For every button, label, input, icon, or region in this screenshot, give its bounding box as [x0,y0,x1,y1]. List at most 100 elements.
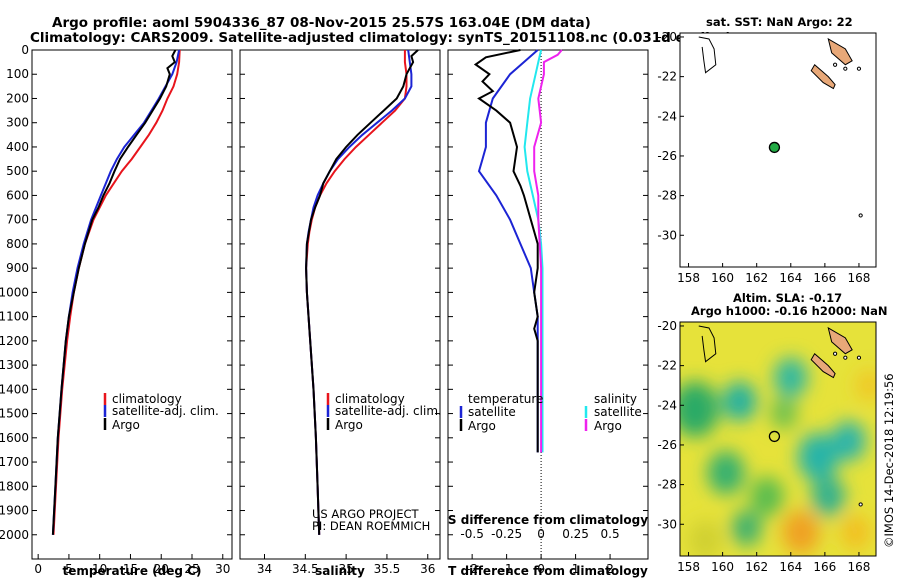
sla-anomaly-blob [688,520,723,556]
island [832,351,838,356]
series-line-argo [51,49,177,535]
y-tick-label: 1300 [0,358,29,372]
x-tick-label: 10 [92,562,107,576]
sla-anomaly-blob [831,420,866,461]
y-tick-label: 500 [6,164,29,178]
x-tick-label: 168 [848,271,871,285]
x-tick-label: 0 [537,562,545,576]
map-frame [679,32,877,268]
y-tick-label: 1500 [0,407,29,421]
y-tick-label: 0 [21,43,29,57]
sla-anomaly-blob [749,476,784,517]
y-tick-label: 1400 [0,382,29,396]
difference-legend: temperature satellite Argo salinity sate… [459,392,642,433]
x-tick-label: 158 [677,560,700,574]
reef-outline [698,325,717,363]
y-tick-label: 2000 [0,528,29,542]
island [832,62,838,67]
x-tick-label: 164 [779,560,802,574]
plot-frame [31,49,233,560]
island [843,355,848,360]
y-tick-label: -24 [657,109,677,123]
y-tick-label: 1000 [0,285,29,299]
sla-field [680,357,876,556]
y-tick-label: 900 [6,261,29,275]
pi-annotation: PI: DEAN ROEMMICH [312,519,430,533]
y-tick-label: -28 [657,478,677,492]
x-tick-label: 36 [420,562,435,576]
legend-label-s-argo: Argo [594,419,622,433]
x-axis-label: salinity [315,564,365,578]
x-axis-label: T difference from climatology [448,564,648,578]
float-position-marker [768,141,781,154]
x-tick-label: 35 [338,562,353,576]
x-tick-label: 160 [711,560,734,574]
y-tick-label: 1700 [0,455,29,469]
land-new-caledonia [810,352,836,379]
salinity-panel: 34 34.5 35 35.5 36 salinity [239,49,441,578]
legend-label-argo: Argo [335,418,363,432]
y-tick-label: 1600 [0,431,29,445]
x-tick-label: 34 [257,562,272,576]
series-line-argo [305,49,419,535]
sla-anomaly-blob [840,514,871,551]
y-tick-label: 300 [6,116,29,130]
legend-label-climatology: climatology [335,392,405,406]
sla-anomaly-blob [773,357,808,398]
top-x-tick-label: 0.25 [562,527,589,541]
legend-label-climatology: climatology [112,392,182,406]
figure-title-line1: Argo profile: aoml 5904336_87 08-Nov-201… [52,15,591,31]
y-tick-label: 1900 [0,504,29,518]
sst-map-title: sat. SST: NaN Argo: 22 [706,15,853,29]
y-tick-label: -20 [657,30,677,44]
plot-frame [447,49,649,560]
reef-outline [698,36,717,74]
sla-anomaly-blob [770,397,798,430]
x-tick-label: 15 [123,562,138,576]
sla-anomaly-blob [855,369,876,402]
x-tick-label: 2 [606,562,614,576]
land-new-caledonia [827,37,853,66]
legend-label-s-satellite: satellite [594,405,642,419]
top-x-tick-label: -0.25 [491,527,522,541]
island [856,355,862,360]
island [858,213,863,218]
series-line-s-satellite [523,49,544,453]
top-x-tick-label: 0.5 [601,527,620,541]
y-tick-label: -22 [657,359,677,373]
y-tick-label: -24 [657,398,677,412]
sla-anomaly-blob [797,432,839,481]
sla-anomaly-blob [731,510,762,547]
y-tick-label: -30 [657,517,677,531]
series-line-t-argo [473,49,539,453]
project-annotation: US ARGO PROJECT [312,507,420,521]
top-x-tick-label: 0 [537,527,545,541]
x-tick-label: 158 [677,271,700,285]
imos-credit: ©IMOS 14-Dec-2018 12:19:56 [882,373,896,548]
legend-label-argo: Argo [112,418,140,432]
x-tick-label: -2 [466,562,478,576]
y-tick-label: -26 [657,149,677,163]
top-x-tick-label: -0.5 [460,527,483,541]
y-tick-label: 800 [6,237,29,251]
legend-label-satellite: satellite-adj. clim. [112,404,219,418]
y-tick-label: 200 [6,91,29,105]
temperature-legend: climatology satellite-adj. clim. Argo [103,392,219,432]
salinity-legend: climatology satellite-adj. clim. Argo US… [312,392,442,533]
sla-anomaly-blob [680,381,720,438]
x-tick-label: 166 [813,271,836,285]
x-tick-label: 20 [154,562,169,576]
float-position-marker [768,430,781,443]
x-tick-label: 30 [215,562,230,576]
legend-label-satellite: satellite-adj. clim. [335,404,442,418]
map-frame [679,321,877,557]
temperature-panel: 0100200300400500600700800900100011001200… [0,43,233,578]
y-tick-label: -22 [657,70,677,84]
series-line-s-argo [533,49,563,453]
x-axis-label: temperature (deg C) [63,564,202,578]
sla-map-subtitle: Argo h1000: -0.16 h2000: NaN [691,304,887,318]
figure-title-line2: Climatology: CARS2009. Satellite-adjuste… [30,30,732,46]
sla-map-panel: 158 160 162 164 166 168 -20 -22 -24 -26 -28 -30 [657,319,877,574]
island [843,66,848,71]
y-tick-label: 100 [6,67,29,81]
